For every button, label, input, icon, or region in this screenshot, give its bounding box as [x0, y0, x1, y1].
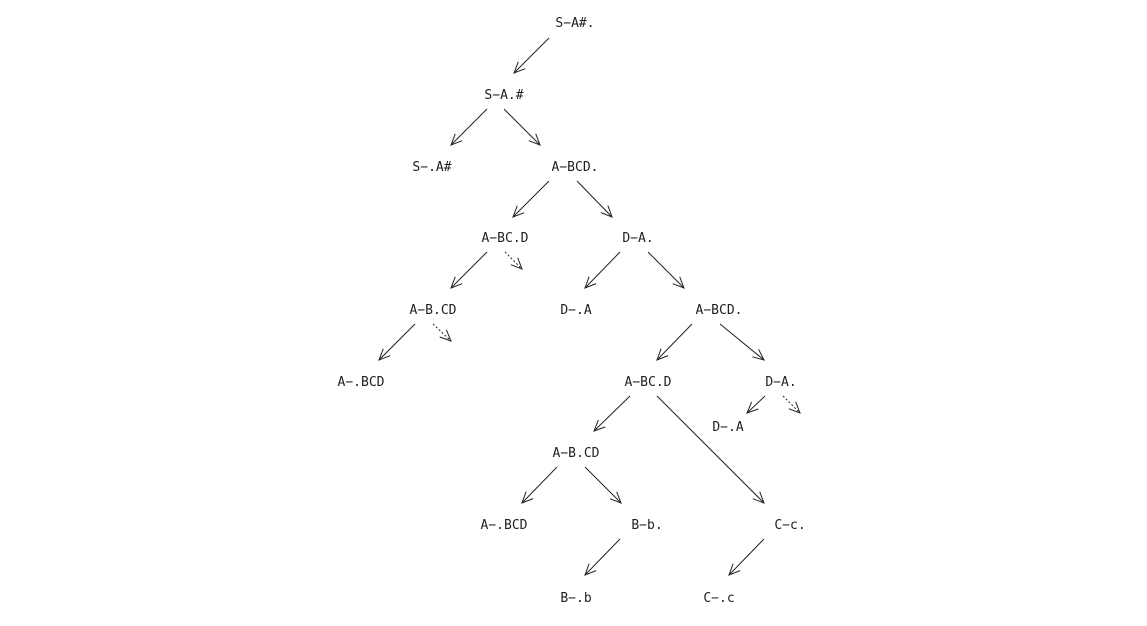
tree-edge-arrow	[719, 323, 765, 361]
tree-edge-arrow	[584, 538, 621, 576]
tree-edge-line	[728, 538, 765, 576]
tree-edge-line	[378, 323, 416, 361]
arrowhead	[450, 276, 463, 289]
tree-edge-arrow	[576, 180, 613, 218]
arrowhead	[788, 401, 801, 414]
tree-edge-arrow	[450, 251, 488, 289]
tree-node-label: A−BCD.	[696, 303, 743, 318]
tree-edge-line	[432, 323, 452, 342]
tree-edge-arrow	[521, 466, 558, 504]
tree-edge-line	[584, 538, 621, 576]
tree-node-label: C−c.	[774, 518, 805, 533]
tree-node-label: D−A.	[622, 231, 653, 246]
tree-node-label: A−BCD.	[552, 160, 599, 175]
arrowhead	[584, 563, 597, 576]
tree-node-label: B−b.	[631, 518, 662, 533]
tree-edge-arrow	[504, 251, 523, 270]
arrowhead	[439, 329, 452, 342]
tree-edge-line	[593, 395, 631, 432]
tree-edge-line	[512, 180, 550, 218]
tree-edge-line	[647, 251, 685, 289]
tree-edge-line	[584, 466, 622, 504]
tree-node-label: A−.BCD	[338, 375, 385, 390]
arrowhead	[521, 491, 534, 504]
tree-edge-line	[576, 180, 613, 218]
tree-edge-arrow	[584, 251, 621, 289]
arrowhead	[450, 133, 463, 146]
tree-node-label: D−A.	[765, 375, 796, 390]
tree-edges	[378, 37, 801, 576]
tree-node-label: D−.A	[560, 303, 591, 318]
arrowhead	[512, 205, 525, 218]
arrowhead	[510, 257, 523, 270]
tree-edge-line	[450, 108, 488, 146]
tree-edge-arrow	[503, 108, 541, 146]
arrowhead	[584, 276, 597, 289]
arrowhead	[609, 491, 622, 504]
arrowhead	[728, 563, 741, 576]
tree-edge-line	[782, 395, 801, 414]
arrowhead	[752, 349, 765, 361]
tree-edge-arrow	[513, 37, 550, 74]
arrowhead	[672, 276, 685, 289]
tree-node-label: B−.b	[560, 591, 591, 606]
tree-edge-line	[521, 466, 558, 504]
tree-edge-line	[584, 251, 621, 289]
tree-edge-arrow	[512, 180, 550, 218]
arrowhead	[600, 205, 613, 218]
arrowhead	[593, 419, 606, 432]
tree-edge-arrow	[593, 395, 631, 432]
tree-edge-arrow	[746, 395, 766, 414]
arrowhead	[528, 133, 541, 146]
tree-node-label: A−B.CD	[410, 303, 457, 318]
arrowhead	[513, 61, 526, 74]
tree-node-label: S−A#.	[555, 16, 594, 31]
tree-node-label: A−BC.D	[482, 231, 529, 246]
tree-edge-line	[504, 251, 523, 270]
tree-node-label: A−.BCD	[481, 518, 528, 533]
tree-node-label: A−BC.D	[625, 375, 672, 390]
tree-node-label: S−A.#	[484, 88, 523, 103]
tree-edge-arrow	[728, 538, 765, 576]
tree-edge-line	[450, 251, 488, 289]
tree-edge-arrow	[432, 323, 452, 342]
tree-node-label: A−B.CD	[553, 446, 600, 461]
tree-node-label: S−.A#	[412, 160, 451, 175]
arrowhead	[746, 401, 759, 414]
tree-edge-line	[503, 108, 541, 146]
tree-edge-line	[656, 395, 765, 504]
arrowhead	[378, 348, 391, 361]
tree-edge-arrow	[450, 108, 488, 146]
tree-edge-line	[656, 323, 693, 361]
tree-node-label: C−.c	[703, 591, 734, 606]
tree-edge-arrow	[378, 323, 416, 361]
tree-edge-arrow	[656, 323, 693, 361]
tree-edge-line	[513, 37, 550, 74]
tree-edge-line	[719, 323, 765, 361]
tree-edge-line	[746, 395, 766, 414]
tree-edge-arrow	[656, 395, 765, 504]
tree-edge-arrow	[584, 466, 622, 504]
tree-edge-arrow	[647, 251, 685, 289]
tree-edge-arrow	[782, 395, 801, 414]
arrowhead	[752, 491, 765, 504]
tree-node-label: D−.A	[712, 420, 743, 435]
tree-nodes: S−A#. S−A.# S−.A# A−BCD. A−BC.D D−A. A−B…	[338, 16, 806, 606]
arrowhead	[656, 348, 669, 361]
